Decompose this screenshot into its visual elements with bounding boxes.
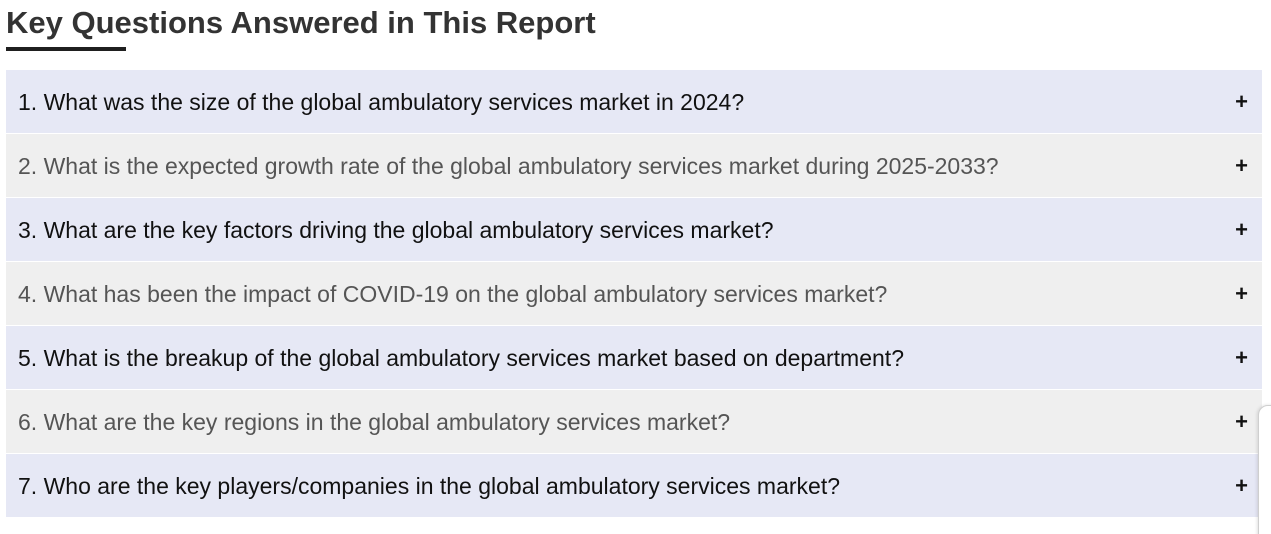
faq-item-7[interactable]: 7. Who are the key players/companies in … <box>6 454 1262 517</box>
plus-icon[interactable]: + <box>1235 216 1248 242</box>
plus-icon[interactable]: + <box>1235 344 1248 370</box>
faq-question: 2. What is the expected growth rate of t… <box>18 152 999 179</box>
faq-item-5[interactable]: 5. What is the breakup of the global amb… <box>6 326 1262 389</box>
faq-item-1[interactable]: 1. What was the size of the global ambul… <box>6 70 1262 133</box>
faq-question: 4. What has been the impact of COVID-19 … <box>18 280 888 307</box>
plus-icon[interactable]: + <box>1235 88 1248 114</box>
plus-icon[interactable]: + <box>1235 408 1248 434</box>
title-underline <box>6 47 126 51</box>
faq-question: 3. What are the key factors driving the … <box>18 216 774 243</box>
faq-question: 5. What is the breakup of the global amb… <box>18 344 904 371</box>
faq-question: 6. What are the key regions in the globa… <box>18 408 731 435</box>
faq-question: 7. Who are the key players/companies in … <box>18 472 841 499</box>
faq-item-2[interactable]: 2. What is the expected growth rate of t… <box>6 134 1262 197</box>
faq-accordion: 1. What was the size of the global ambul… <box>6 70 1262 517</box>
faq-item-4[interactable]: 4. What has been the impact of COVID-19 … <box>6 262 1262 325</box>
floating-side-tab[interactable] <box>1258 405 1271 534</box>
plus-icon[interactable]: + <box>1235 280 1248 306</box>
faq-item-3[interactable]: 3. What are the key factors driving the … <box>6 198 1262 261</box>
faq-item-6[interactable]: 6. What are the key regions in the globa… <box>6 390 1262 453</box>
section-title: Key Questions Answered in This Report <box>6 5 596 40</box>
faq-question: 1. What was the size of the global ambul… <box>18 88 745 115</box>
plus-icon[interactable]: + <box>1235 472 1248 498</box>
plus-icon[interactable]: + <box>1235 152 1248 178</box>
